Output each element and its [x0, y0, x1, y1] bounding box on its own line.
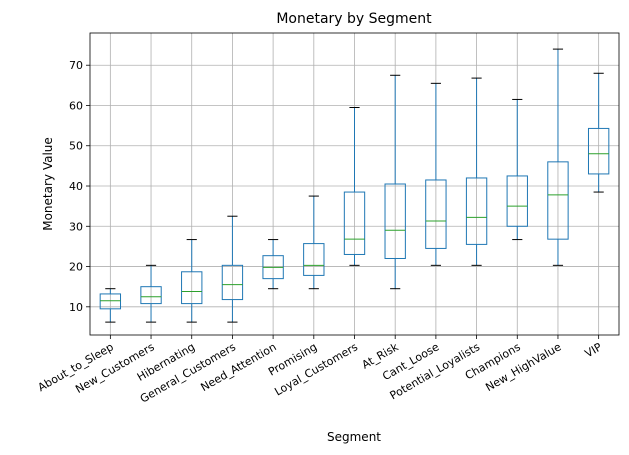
y-tick-label: 60	[69, 99, 83, 112]
y-tick-label: 50	[69, 140, 83, 153]
box-general-customers	[221, 215, 244, 323]
chart-title: Monetary by Segment	[276, 11, 432, 27]
box-vip	[587, 72, 610, 193]
box-about-to-sleep	[99, 288, 122, 323]
y-axis-label: Monetary Value	[41, 137, 55, 231]
x-axis-label: Segment	[327, 430, 381, 444]
box-iqr	[587, 127, 610, 175]
box-iqr	[547, 161, 569, 240]
box-cant-loose	[425, 82, 447, 266]
box-hibernating	[181, 239, 203, 323]
box-iqr	[99, 293, 122, 310]
box-iqr	[384, 183, 406, 259]
box-at-risk	[384, 74, 406, 290]
box-iqr	[506, 175, 528, 227]
y-tick-label: 10	[69, 301, 83, 314]
box-iqr	[343, 191, 366, 255]
box-iqr	[181, 271, 203, 305]
box-iqr	[303, 243, 325, 276]
box-iqr	[465, 177, 488, 245]
boxes	[99, 48, 610, 323]
x-axis-ticks: About_to_SleepNew_CustomersHibernatingGe…	[36, 335, 605, 406]
y-tick-label: 70	[69, 59, 83, 72]
box-new-highvalue	[547, 48, 569, 266]
box-champions	[506, 98, 528, 241]
box-need-attention	[262, 239, 284, 290]
box-iqr	[425, 179, 447, 249]
y-tick-label: 20	[69, 261, 83, 274]
box-iqr	[140, 286, 162, 305]
box-promising	[303, 195, 325, 290]
box-new-customers	[140, 264, 162, 323]
box-potential-loyalists	[465, 77, 488, 266]
box-iqr	[221, 264, 244, 301]
y-axis-ticks: 10 20 30 40 50 60 70	[69, 59, 90, 314]
box-loyal-customers	[343, 106, 366, 266]
y-tick-label: 30	[69, 220, 83, 233]
x-tick-label: VIP	[583, 340, 605, 360]
y-tick-label: 40	[69, 180, 83, 193]
